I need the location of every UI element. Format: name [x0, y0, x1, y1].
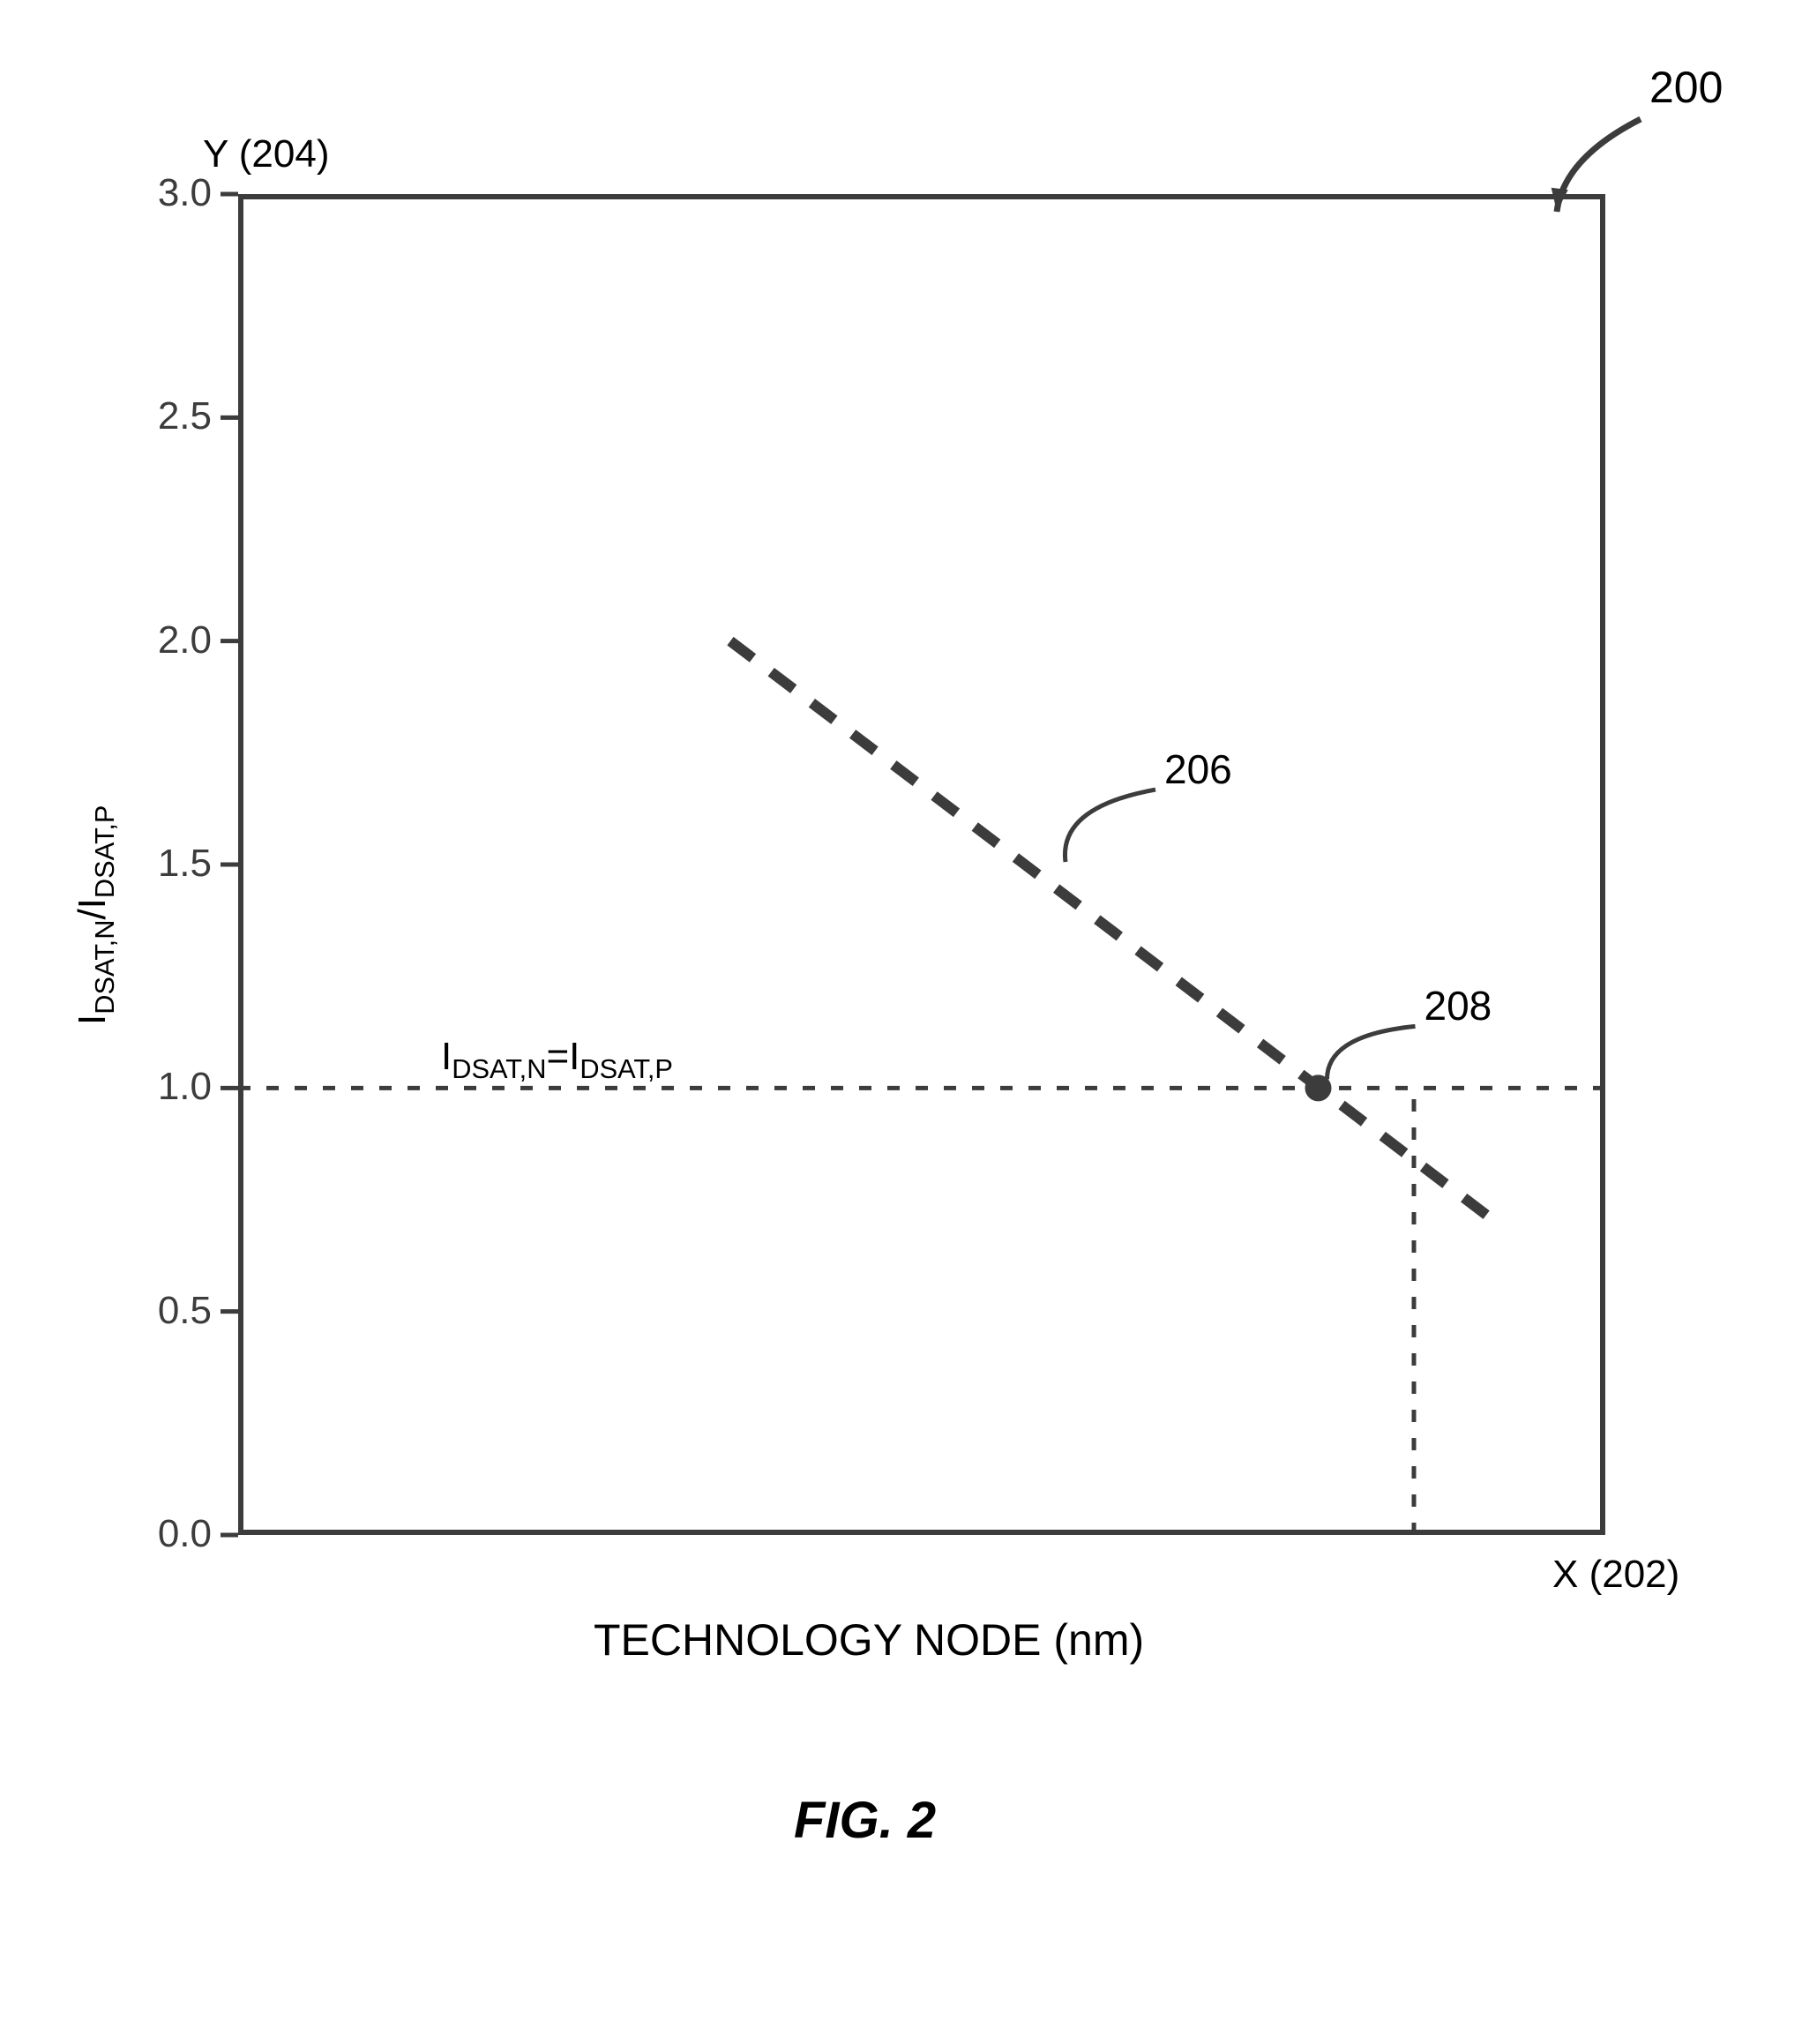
- callout-208: 208: [1424, 982, 1492, 1029]
- plot-frame: [238, 194, 1605, 1535]
- callout-206: 206: [1164, 745, 1232, 793]
- y-tick-label: 0.0: [123, 1512, 212, 1556]
- ref-line-label: IDSAT,N=IDSAT,P: [441, 1035, 673, 1085]
- y-axis-title: IDSAT,N/IDSAT,P: [71, 805, 121, 1025]
- y-tick-label: 2.5: [123, 394, 212, 438]
- y-tick-label: 3.0: [123, 171, 212, 215]
- figure-label: FIG. 2: [794, 1791, 936, 1850]
- y-tick-label: 2.0: [123, 618, 212, 663]
- x-axis-end-label: X (202): [1552, 1553, 1679, 1597]
- y-tick-label: 0.5: [123, 1289, 212, 1333]
- x-axis-title: TECHNOLOGY NODE (nm): [594, 1614, 1144, 1666]
- callout-200: 200: [1649, 62, 1723, 113]
- y-tick-label: 1.5: [123, 842, 212, 886]
- y-tick-label: 1.0: [123, 1065, 212, 1109]
- page: 0.0 0.5 1.0 1.5 2.0 2.5 3.0 Y (204) X (202) ID…: [0, 0, 1817, 2044]
- y-axis-end-label: Y (204): [203, 132, 330, 176]
